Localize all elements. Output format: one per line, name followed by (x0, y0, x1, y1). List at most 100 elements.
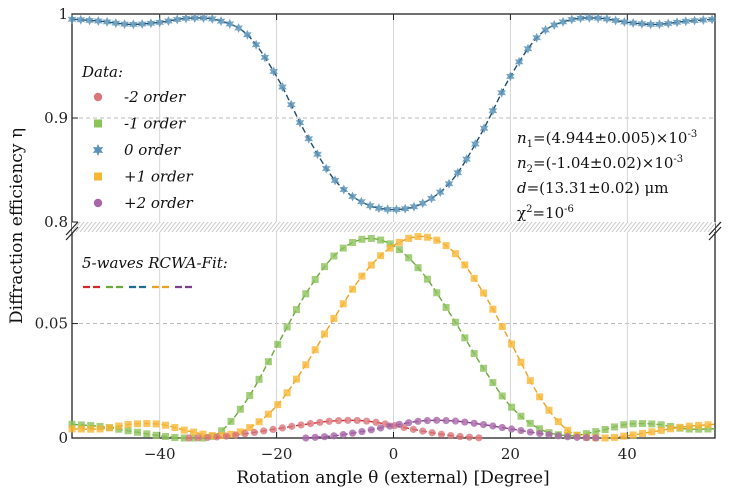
break-hatch (519, 221, 529, 233)
break-hatch (567, 221, 577, 233)
break-hatch (443, 221, 453, 233)
data-point (517, 358, 525, 366)
break-hatch (215, 221, 225, 233)
data-point (423, 416, 432, 425)
legend-data-title: Data: (81, 63, 123, 81)
data-point (395, 246, 403, 254)
break-hatch (623, 221, 633, 233)
y-tick-label: 1 (58, 5, 68, 23)
break-hatch (647, 221, 657, 233)
data-point (246, 424, 254, 432)
data-point (367, 234, 375, 242)
data-point (129, 19, 138, 30)
data-point (657, 426, 665, 434)
data-point (593, 13, 603, 24)
data-point (395, 238, 403, 246)
break-hatch (527, 221, 537, 233)
data-point (629, 431, 637, 439)
data-point (120, 19, 129, 30)
data-point (311, 346, 319, 354)
data-point (663, 18, 673, 29)
break-hatch (615, 221, 625, 233)
break-hatch (243, 221, 253, 233)
data-point (274, 401, 282, 409)
break-hatch (659, 221, 669, 233)
data-point (461, 261, 469, 269)
break-hatch (267, 221, 277, 233)
break-hatch (315, 221, 325, 233)
data-point (707, 14, 717, 25)
data-point (517, 412, 525, 420)
data-point (462, 154, 471, 165)
data-point (427, 193, 436, 204)
data-point (349, 239, 357, 247)
data-point (372, 418, 380, 426)
data-point (498, 323, 506, 331)
legend-label: +1 order (124, 168, 194, 186)
x-tick-label: 0 (389, 445, 399, 463)
data-point (334, 417, 343, 425)
data-point (648, 420, 656, 428)
break-hatch (707, 221, 717, 233)
break-hatch (363, 221, 373, 233)
break-hatch (387, 221, 397, 233)
break-hatch (299, 221, 309, 233)
data-point (584, 12, 594, 23)
break-hatch (687, 221, 697, 233)
data-point (383, 204, 392, 215)
break-hatch (491, 221, 501, 233)
data-point (348, 429, 357, 437)
data-point (77, 425, 85, 433)
break-hatch (279, 221, 289, 233)
data-point (442, 416, 450, 425)
break-hatch (291, 221, 301, 233)
data-point (433, 416, 441, 424)
break-hatch (287, 221, 297, 233)
data-point (218, 427, 226, 435)
data-point (162, 421, 170, 429)
data-point (435, 187, 445, 198)
break-hatch (147, 221, 157, 233)
data-point (704, 421, 712, 429)
break-hatch (191, 221, 201, 233)
data-point (68, 425, 76, 433)
break-band-fill (72, 222, 715, 232)
data-point (489, 379, 497, 387)
break-hatch (499, 221, 509, 233)
data-point (227, 430, 235, 438)
data-point (437, 430, 446, 438)
data-point (610, 433, 618, 441)
legend-marker (93, 92, 103, 102)
break-hatch (483, 221, 493, 233)
data-point (190, 428, 198, 436)
data-point (190, 434, 198, 442)
data-point (526, 419, 534, 427)
data-point (255, 418, 263, 426)
legend-entry: +1 order (94, 168, 194, 186)
data-point (137, 19, 147, 30)
data-point (162, 432, 170, 440)
data-point (672, 17, 682, 28)
data-point (451, 417, 460, 425)
data-point (171, 433, 179, 441)
data-point (444, 178, 454, 189)
data-point (216, 16, 226, 27)
break-hatch (487, 221, 497, 233)
data-point (489, 422, 497, 430)
data-point (241, 430, 249, 438)
legend-label: -1 order (124, 115, 186, 133)
data-point (302, 361, 310, 369)
break-hatch (435, 221, 445, 233)
data-point (357, 196, 366, 207)
break-hatch (431, 221, 441, 233)
break-hatch (143, 221, 153, 233)
data-point (269, 66, 278, 77)
data-point (498, 392, 506, 400)
data-point (541, 24, 550, 35)
break-hatch (187, 221, 197, 233)
break-hatch (595, 221, 605, 233)
legend-marker (93, 198, 103, 208)
data-point (365, 200, 375, 211)
break-hatch (531, 221, 541, 233)
data-point (358, 427, 366, 436)
